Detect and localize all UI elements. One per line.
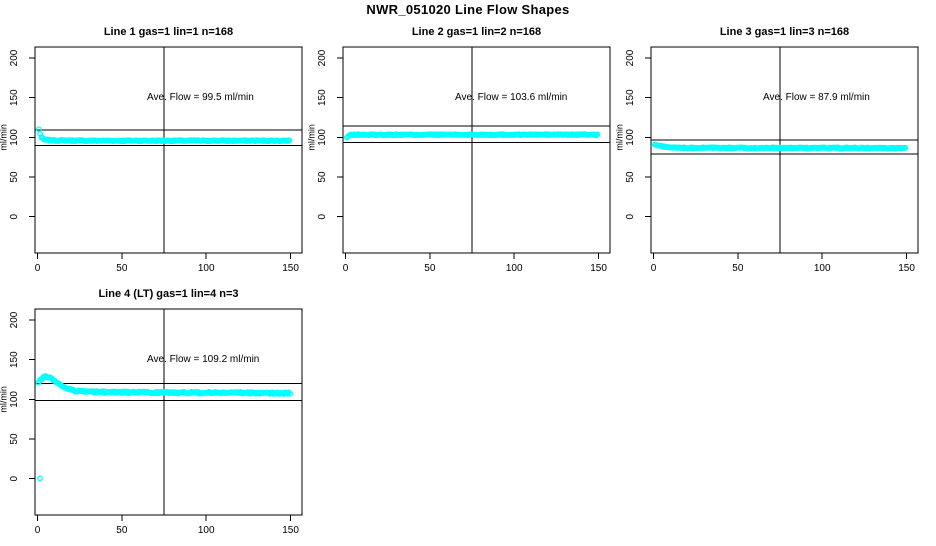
subplot-line3-canvas: 0 50 100 150 0 50 100 150 200 ml/min Ave. Flow = 8…: [616, 46, 919, 274]
data-point: [286, 137, 293, 144]
subplot-line1: Line 1 gas=1 lin=1 n=168 0 50 100 150 0 50 100…: [0, 26, 312, 284]
x-tick-label: 50: [116, 263, 128, 274]
plot-frame: [34, 308, 303, 516]
x-tick-label: 50: [424, 263, 436, 274]
subplot-line2-canvas: 0 50 100 150 0 50 100 150 200 ml/min Ave. Flow = 1…: [308, 46, 611, 274]
y-tick-label: 150: [9, 351, 20, 368]
y-tick-label: 150: [317, 89, 328, 106]
y-axis-label: ml/min: [0, 124, 9, 151]
ave-flow-annotation: Ave. Flow = 87.9 ml/min: [763, 92, 870, 103]
y-tick-label: 200: [9, 311, 20, 328]
x-tick-label: 50: [116, 525, 128, 536]
x-tick-label: 0: [35, 263, 41, 274]
data-point: [37, 130, 44, 137]
x-tick-label: 100: [198, 525, 215, 536]
plot-frame: [342, 46, 611, 254]
x-tick-label: 50: [732, 263, 744, 274]
y-tick-label: 100: [317, 129, 328, 146]
x-tick-label: 0: [35, 525, 41, 536]
y-tick-label: 50: [9, 433, 20, 445]
x-tick-label: 150: [590, 263, 607, 274]
x-tick-label: 100: [198, 263, 215, 274]
x-tick-label: 150: [898, 263, 915, 274]
x-tick-label: 150: [282, 263, 299, 274]
subplot-line1-canvas: 0 50 100 150 0 50 100 150 200 ml/min Ave. Flow = 9…: [0, 46, 303, 274]
y-tick-label: 100: [625, 129, 636, 146]
data-points: [343, 131, 601, 141]
y-tick-label: 150: [9, 89, 20, 106]
data-point: [287, 390, 294, 397]
y-tick-label: 200: [9, 49, 20, 66]
data-point: [285, 389, 292, 396]
y-tick-label: 50: [625, 171, 636, 183]
subplot-line3-title: Line 3 gas=1 lin=3 n=168: [719, 26, 850, 38]
data-points: [35, 126, 293, 145]
y-tick-label: 200: [317, 49, 328, 66]
y-axis-label: ml/min: [0, 386, 9, 413]
plot-frame: [650, 46, 919, 254]
subplot-line1-title: Line 1 gas=1 lin=1 n=168: [103, 26, 234, 38]
y-axis-label: ml/min: [308, 124, 317, 151]
data-point: [902, 144, 909, 151]
y-tick-label: 200: [625, 49, 636, 66]
x-tick-label: 100: [814, 263, 831, 274]
data-points: [651, 141, 909, 152]
x-tick-label: 150: [282, 525, 299, 536]
data-point: [594, 131, 601, 138]
y-tick-label: 0: [9, 213, 20, 219]
y-tick-label: 50: [317, 171, 328, 183]
subplot-line4-title: Line 4 (LT) gas=1 lin=4 n=3: [98, 288, 239, 300]
y-tick-label: 50: [9, 171, 20, 183]
x-tick-label: 0: [343, 263, 349, 274]
y-tick-label: 100: [9, 129, 20, 146]
ave-flow-annotation: Ave. Flow = 99.5 ml/min: [147, 92, 254, 103]
subplot-line3: Line 3 gas=1 lin=3 n=168 0 50 100 150 0 50 100…: [616, 26, 928, 284]
subplot-line4: Line 4 (LT) gas=1 lin=4 n=3 0 50 100 150 0 50…: [0, 288, 312, 546]
y-tick-label: 0: [9, 475, 20, 481]
subplot-line4-canvas: 0 50 100 150 0 50 100 150 200 ml/min Ave. Flow = 1…: [0, 308, 303, 536]
y-tick-label: 0: [317, 213, 328, 219]
y-axis-label: ml/min: [616, 124, 625, 151]
y-tick-label: 0: [625, 213, 636, 219]
x-tick-label: 100: [506, 263, 523, 274]
data-point: [37, 475, 43, 482]
data-points: [35, 373, 294, 482]
y-tick-label: 150: [625, 89, 636, 106]
ave-flow-annotation: Ave. Flow = 109.2 ml/min: [147, 354, 259, 365]
y-tick-label: 100: [9, 391, 20, 408]
subplot-line2-title: Line 2 gas=1 lin=2 n=168: [411, 26, 542, 38]
x-tick-label: 0: [651, 263, 657, 274]
plot-frame: [34, 46, 303, 254]
page-title: NWR_051020 Line Flow Shapes: [366, 2, 570, 17]
subplot-line2: Line 2 gas=1 lin=2 n=168 0 50 100 150 0 50 100…: [308, 26, 620, 284]
ave-flow-annotation: Ave. Flow = 103.6 ml/min: [455, 92, 567, 103]
